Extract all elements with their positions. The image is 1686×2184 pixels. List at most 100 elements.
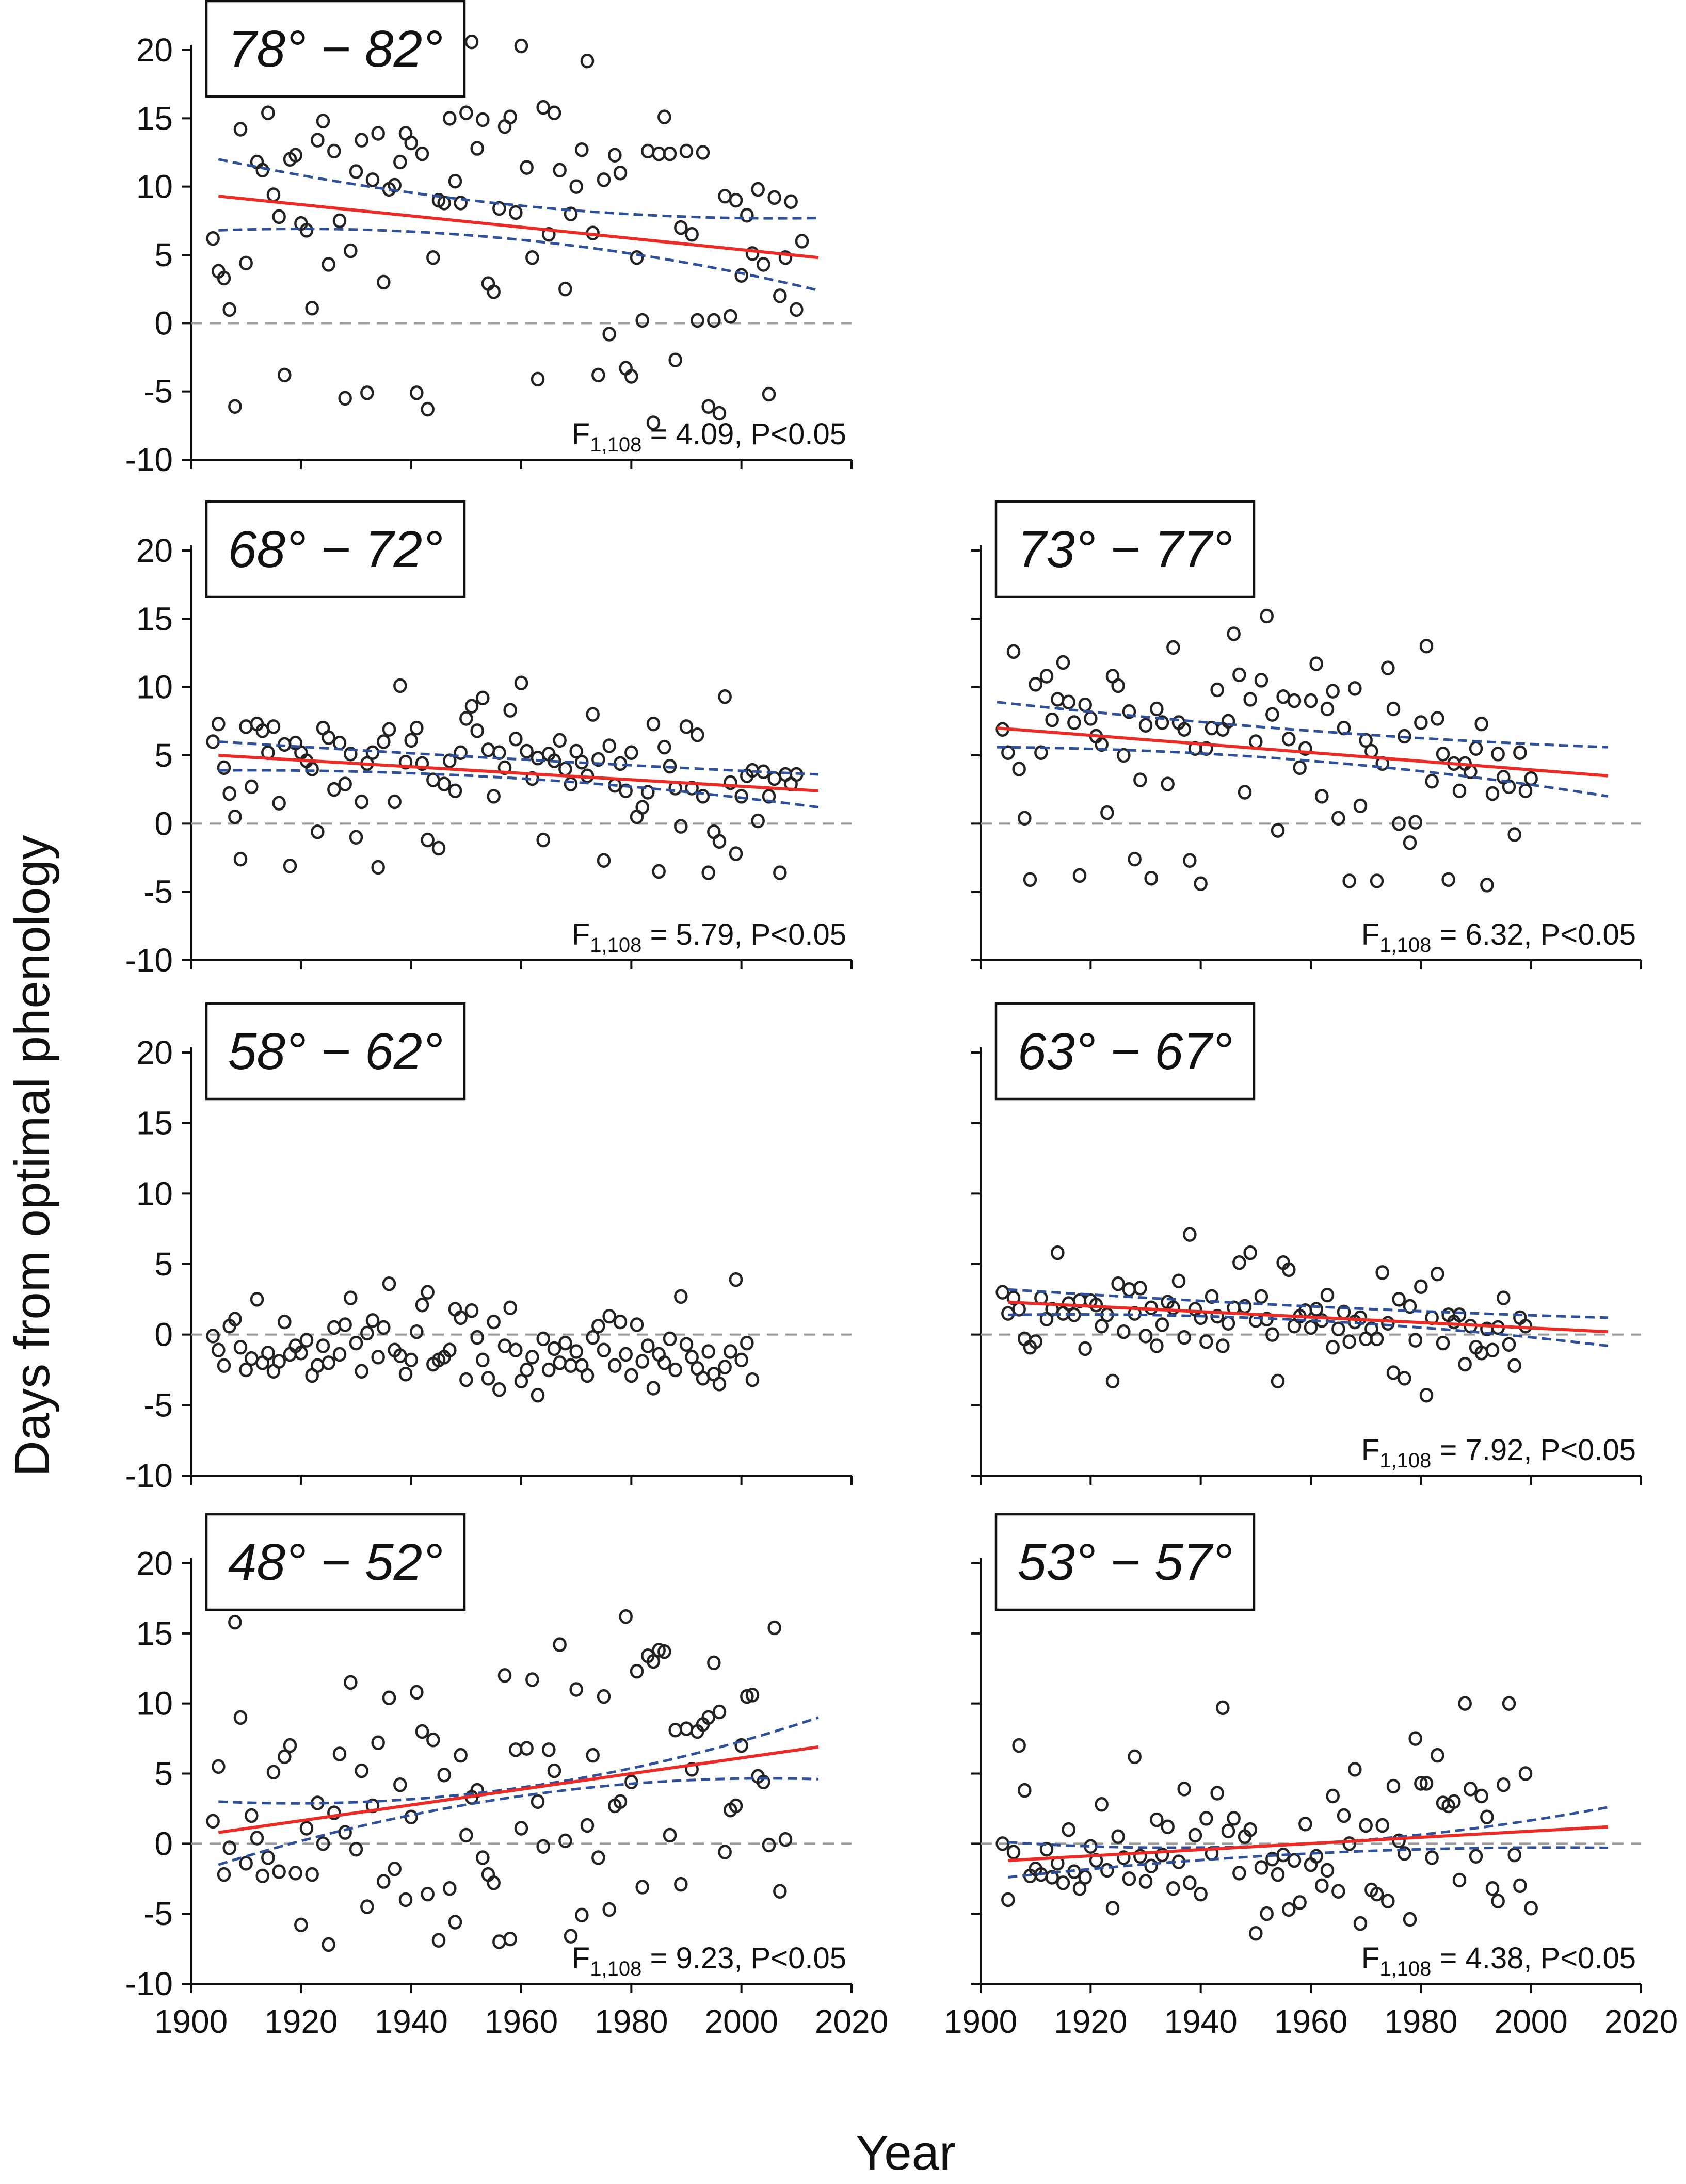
data-point <box>1210 682 1224 698</box>
data-point <box>1034 745 1048 760</box>
data-point <box>1320 1863 1335 1878</box>
data-point <box>663 1331 677 1347</box>
data-point <box>1128 851 1142 867</box>
stat-prefix: F <box>572 417 590 451</box>
data-point <box>536 832 550 848</box>
data-point <box>443 1881 457 1896</box>
data-point <box>536 100 550 115</box>
trend-line <box>1008 1825 1609 1862</box>
data-point <box>674 1289 688 1304</box>
data-point <box>388 1861 402 1876</box>
data-point <box>591 752 605 767</box>
data-point <box>1425 1850 1439 1865</box>
data-point <box>1507 1847 1521 1863</box>
data-point <box>696 1371 710 1386</box>
data-point <box>745 246 760 261</box>
ci-lower-line <box>218 769 819 809</box>
data-point <box>1006 644 1021 659</box>
data-point <box>679 719 694 734</box>
stat-text: = 7.92, P<0.05 <box>1431 1433 1636 1467</box>
data-point <box>365 172 380 187</box>
data-point <box>624 1774 638 1790</box>
data-point <box>377 1320 391 1335</box>
data-point <box>564 1358 578 1373</box>
y-tick-label: 15 <box>136 1615 173 1652</box>
data-point <box>217 760 231 775</box>
data-point <box>355 1763 368 1778</box>
ci-upper-line <box>1008 1806 1609 1849</box>
y-tick-label: 5 <box>154 1245 173 1283</box>
data-point <box>206 231 220 246</box>
data-point <box>1265 1327 1279 1342</box>
stat-label: F1,108 = 6.32, P<0.05 <box>1361 918 1636 957</box>
data-point <box>327 1320 341 1335</box>
data-point <box>217 1358 231 1373</box>
data-point <box>1243 1245 1257 1260</box>
data-point <box>1150 701 1164 717</box>
data-point <box>1117 1850 1131 1865</box>
panel-title-box <box>994 1002 1256 1101</box>
data-point <box>1199 1334 1213 1349</box>
x-tick-label: 1900 <box>944 2003 1017 2040</box>
stat-text: = 6.32, P<0.05 <box>1431 918 1636 951</box>
data-point <box>1398 1846 1411 1861</box>
data-point <box>360 1325 374 1341</box>
data-point <box>1502 1337 1516 1352</box>
data-point <box>1381 660 1395 675</box>
data-point <box>1392 816 1406 831</box>
data-point <box>272 209 286 224</box>
data-point <box>525 1672 539 1687</box>
data-point <box>206 1814 220 1829</box>
data-point <box>459 711 473 726</box>
data-point <box>586 707 600 722</box>
y-tick-label: 0 <box>154 805 173 842</box>
data-point <box>278 1314 292 1330</box>
data-point <box>1326 684 1340 699</box>
data-point <box>437 776 451 791</box>
data-point <box>487 1314 501 1330</box>
data-point <box>404 1352 418 1368</box>
data-point <box>222 786 236 801</box>
data-point <box>481 1371 495 1386</box>
stat-subscript: 1,108 <box>590 934 641 957</box>
data-point <box>641 785 655 800</box>
y-tick-label: 20 <box>136 31 173 69</box>
data-point <box>1375 1818 1389 1833</box>
data-point <box>311 1358 325 1373</box>
data-point <box>1431 1266 1444 1282</box>
data-point <box>613 165 628 181</box>
data-point <box>558 281 572 297</box>
data-point <box>1100 805 1114 820</box>
data-point <box>454 745 468 760</box>
data-point <box>630 1663 644 1679</box>
panel-title: 53° − 57° <box>1018 1533 1232 1591</box>
y-tick-label: 5 <box>154 1755 173 1792</box>
data-point <box>657 1644 671 1659</box>
data-point <box>431 1933 446 1948</box>
data-point <box>492 1934 506 1949</box>
data-point <box>1177 1330 1191 1345</box>
data-point <box>1342 1836 1356 1851</box>
data-point <box>1078 1341 1092 1356</box>
data-point <box>1249 1926 1263 1941</box>
data-point <box>701 865 715 880</box>
data-point <box>757 1774 770 1790</box>
trend-line <box>997 726 1609 778</box>
data-point <box>228 399 242 414</box>
data-point <box>1315 1878 1329 1894</box>
data-point <box>1403 1912 1417 1927</box>
data-point <box>1095 1319 1109 1334</box>
data-point <box>421 1886 435 1902</box>
data-point <box>995 1285 1009 1300</box>
data-point <box>652 1643 666 1658</box>
data-point <box>729 1272 743 1287</box>
data-point <box>1045 712 1059 727</box>
y-axis-title: Days from optimal phenology <box>5 835 60 1476</box>
data-point <box>371 860 385 875</box>
y-tick-label: -5 <box>143 373 173 410</box>
data-point <box>382 1276 396 1291</box>
data-point <box>525 250 539 265</box>
data-point <box>701 1710 715 1725</box>
data-point <box>1188 1827 1202 1843</box>
data-point <box>1183 853 1197 868</box>
